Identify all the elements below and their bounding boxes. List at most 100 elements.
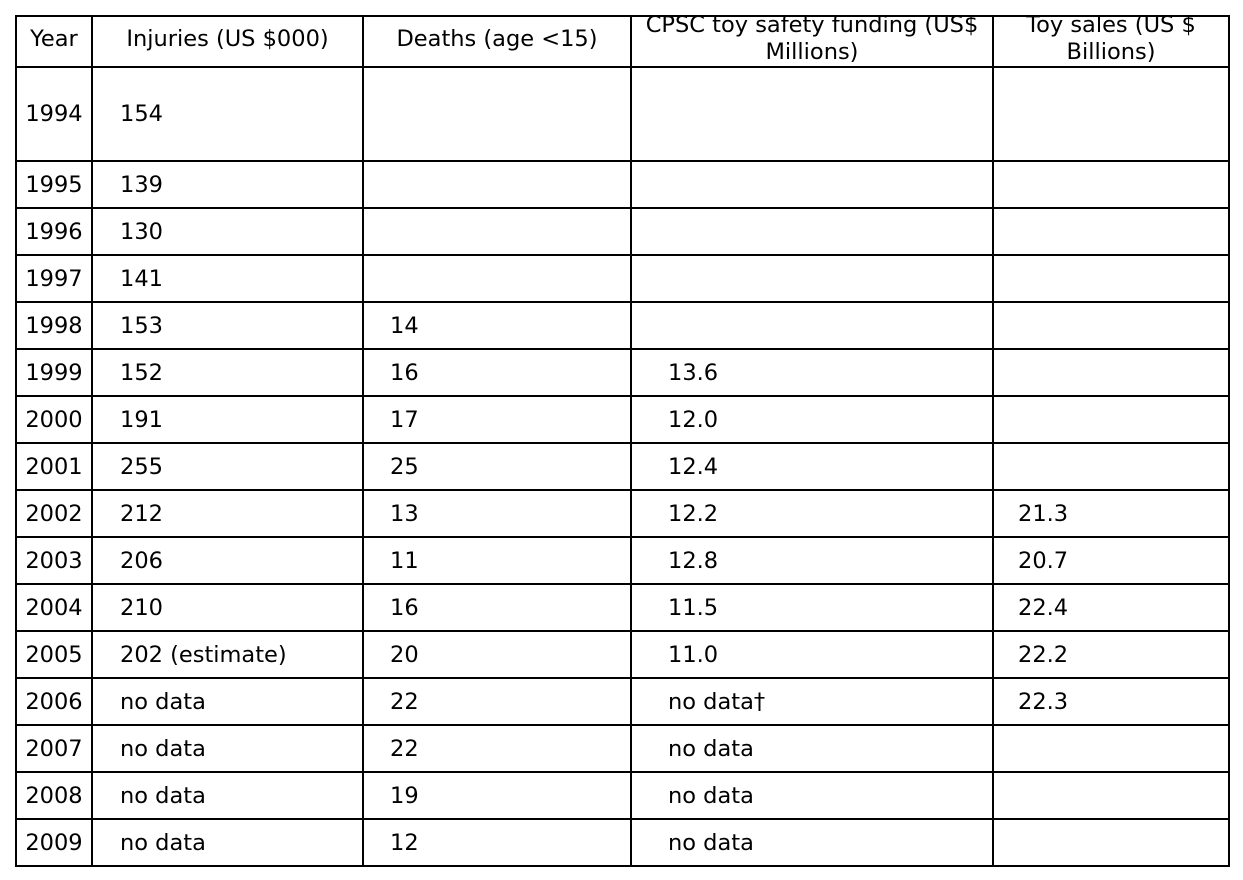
cell-toy-sales <box>992 724 1230 773</box>
cell-deaths: 12 <box>362 818 632 867</box>
cell-year: 1997 <box>15 254 93 303</box>
cell-injuries: no data <box>91 771 364 820</box>
cell-toy-sales <box>992 160 1230 209</box>
cell-injuries: no data <box>91 677 364 726</box>
column-header-injuries: Injuries (US $000) <box>91 15 364 68</box>
table-row: 1998 153 14 <box>15 301 1230 350</box>
cell-injuries: 130 <box>91 207 364 256</box>
cell-cpsc-funding: 12.8 <box>630 536 994 585</box>
cell-injuries: 191 <box>91 395 364 444</box>
cell-deaths <box>362 207 632 256</box>
cell-injuries: 141 <box>91 254 364 303</box>
cell-toy-sales: 22.4 <box>992 583 1230 632</box>
cell-year: 2009 <box>15 818 93 867</box>
cell-cpsc-funding <box>630 160 994 209</box>
cell-year: 2008 <box>15 771 93 820</box>
cell-deaths: 16 <box>362 583 632 632</box>
cell-deaths: 19 <box>362 771 632 820</box>
column-header-deaths: Deaths (age <15) <box>362 15 632 68</box>
table-row: 2002 212 13 12.2 21.3 <box>15 489 1230 538</box>
cell-deaths: 11 <box>362 536 632 585</box>
cell-toy-sales <box>992 66 1230 162</box>
cell-toy-sales: 20.7 <box>992 536 1230 585</box>
cell-cpsc-funding: no data <box>630 771 994 820</box>
cell-cpsc-funding: no data† <box>630 677 994 726</box>
cell-toy-sales: 22.3 <box>992 677 1230 726</box>
cell-toy-sales <box>992 771 1230 820</box>
cell-cpsc-funding <box>630 301 994 350</box>
cell-injuries: 153 <box>91 301 364 350</box>
cell-deaths <box>362 160 632 209</box>
cell-toy-sales <box>992 301 1230 350</box>
cell-injuries: 152 <box>91 348 364 397</box>
data-table-container: Year Injuries (US $000) Deaths (age <15)… <box>15 15 1230 867</box>
cell-injuries: 255 <box>91 442 364 491</box>
cell-cpsc-funding: 11.5 <box>630 583 994 632</box>
cell-toy-sales <box>992 442 1230 491</box>
table-row: 2005 202 (estimate) 20 11.0 22.2 <box>15 630 1230 679</box>
cell-toy-sales <box>992 207 1230 256</box>
table-row: 2008 no data 19 no data <box>15 771 1230 820</box>
table-row: 1999 152 16 13.6 <box>15 348 1230 397</box>
table-row: 1996 130 <box>15 207 1230 256</box>
cell-year: 2004 <box>15 583 93 632</box>
cell-cpsc-funding: 12.0 <box>630 395 994 444</box>
table-row: 2006 no data 22 no data† 22.3 <box>15 677 1230 726</box>
cell-cpsc-funding: 12.2 <box>630 489 994 538</box>
cell-deaths: 17 <box>362 395 632 444</box>
cell-injuries: 139 <box>91 160 364 209</box>
cell-cpsc-funding: no data <box>630 818 994 867</box>
cell-cpsc-funding <box>630 207 994 256</box>
cell-cpsc-funding <box>630 254 994 303</box>
cell-year: 1994 <box>15 66 93 162</box>
cell-deaths: 25 <box>362 442 632 491</box>
cell-deaths: 22 <box>362 724 632 773</box>
cell-year: 2001 <box>15 442 93 491</box>
cell-deaths: 20 <box>362 630 632 679</box>
cell-toy-sales: 22.2 <box>992 630 1230 679</box>
cell-cpsc-funding <box>630 66 994 162</box>
cell-injuries: 210 <box>91 583 364 632</box>
cell-year: 2003 <box>15 536 93 585</box>
cell-deaths: 13 <box>362 489 632 538</box>
cell-deaths: 16 <box>362 348 632 397</box>
data-table: Year Injuries (US $000) Deaths (age <15)… <box>15 15 1230 867</box>
cell-toy-sales <box>992 254 1230 303</box>
cell-year: 2007 <box>15 724 93 773</box>
header-row: Year Injuries (US $000) Deaths (age <15)… <box>15 15 1230 68</box>
cell-year: 1998 <box>15 301 93 350</box>
table-row: 1997 141 <box>15 254 1230 303</box>
cell-injuries: 212 <box>91 489 364 538</box>
cell-deaths <box>362 66 632 162</box>
table-row: 2001 255 25 12.4 <box>15 442 1230 491</box>
table-row: 2003 206 11 12.8 20.7 <box>15 536 1230 585</box>
cell-cpsc-funding: 12.4 <box>630 442 994 491</box>
cell-toy-sales <box>992 395 1230 444</box>
table-row: 1995 139 <box>15 160 1230 209</box>
cell-deaths <box>362 254 632 303</box>
cell-injuries: 202 (estimate) <box>91 630 364 679</box>
table-row: 2000 191 17 12.0 <box>15 395 1230 444</box>
cell-year: 1996 <box>15 207 93 256</box>
cell-injuries: no data <box>91 818 364 867</box>
cell-year: 1999 <box>15 348 93 397</box>
cell-year: 2005 <box>15 630 93 679</box>
table-row: 1994 154 <box>15 66 1230 162</box>
table-row: 2007 no data 22 no data <box>15 724 1230 773</box>
cell-toy-sales <box>992 818 1230 867</box>
cell-toy-sales: 21.3 <box>992 489 1230 538</box>
cell-deaths: 22 <box>362 677 632 726</box>
column-header-cpsc-funding: CPSC toy safety funding (US$ Millions) <box>630 15 994 68</box>
table-row: 2004 210 16 11.5 22.4 <box>15 583 1230 632</box>
cell-toy-sales <box>992 348 1230 397</box>
table-body: 1994 154 1995 139 1996 130 1997 141 1998 153 14 199… <box>15 66 1230 867</box>
cell-cpsc-funding: no data <box>630 724 994 773</box>
column-header-year: Year <box>15 15 93 68</box>
column-header-toy-sales: Toy sales (US $ Billions) <box>992 15 1230 68</box>
cell-injuries: 154 <box>91 66 364 162</box>
cell-injuries: no data <box>91 724 364 773</box>
cell-injuries: 206 <box>91 536 364 585</box>
cell-cpsc-funding: 13.6 <box>630 348 994 397</box>
table-row: 2009 no data 12 no data <box>15 818 1230 867</box>
cell-year: 2000 <box>15 395 93 444</box>
